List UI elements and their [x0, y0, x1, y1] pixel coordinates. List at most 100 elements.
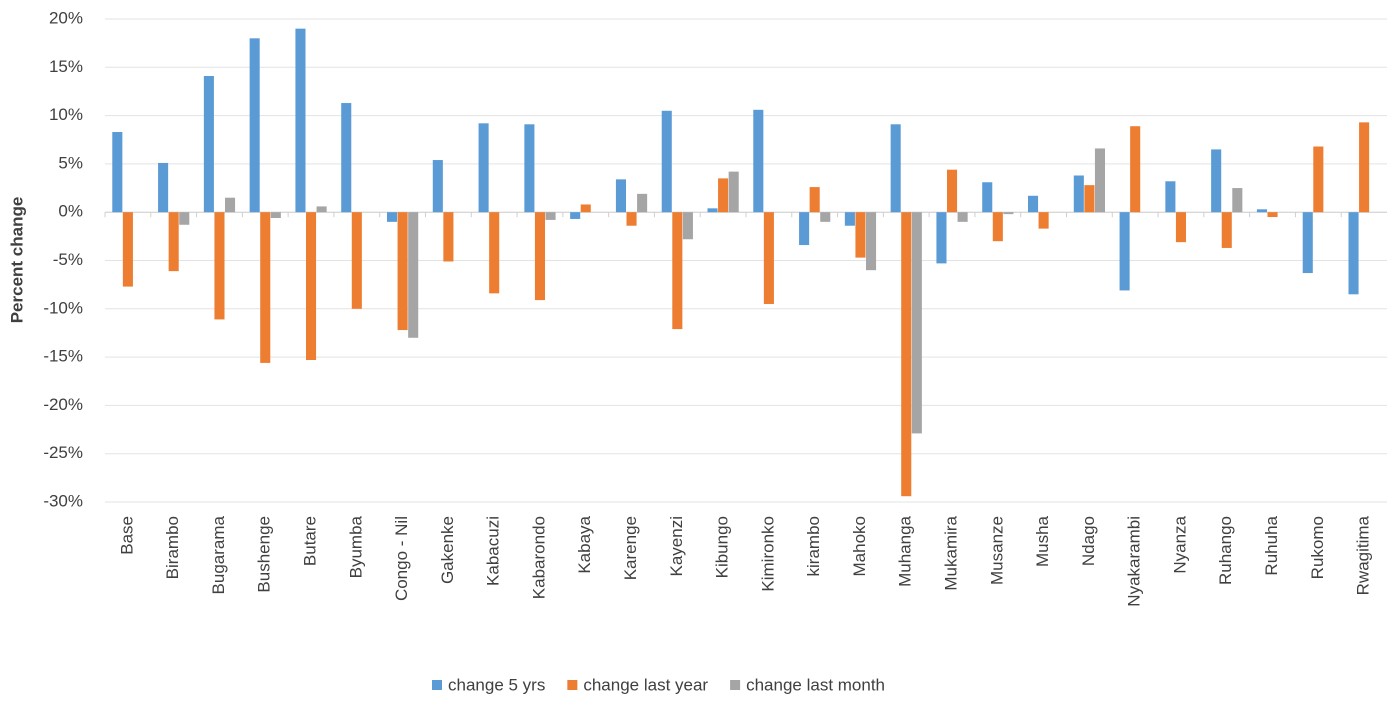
x-tick-label: Nyakarambi: [1125, 516, 1144, 607]
bar: [386, 212, 398, 222]
legend-label: change 5 yrs: [448, 675, 545, 694]
bar: [855, 212, 866, 258]
bar: [478, 123, 489, 213]
x-tick-label: Congo - Nil: [392, 516, 411, 601]
x-tick-label: Kimironko: [758, 516, 777, 592]
legend-swatch: [730, 680, 741, 690]
bar: [718, 178, 729, 213]
x-tick-label: Kabarondo: [529, 516, 548, 599]
bar: [753, 109, 764, 213]
bar: [1267, 212, 1278, 218]
bar: [1027, 195, 1039, 213]
y-tick-label: -30%: [43, 491, 83, 510]
bar: [637, 193, 648, 213]
bar: [901, 212, 912, 497]
bar: [432, 160, 443, 213]
bar: [534, 212, 546, 301]
x-tick-label: Birambo: [163, 516, 182, 579]
y-tick-label: 20%: [49, 8, 83, 27]
y-tick-label: 5%: [58, 153, 83, 172]
x-tick-label: Nyanza: [1170, 515, 1189, 573]
bar: [672, 212, 683, 330]
bar: [112, 132, 123, 213]
y-tick-label: -10%: [43, 298, 83, 317]
bar: [1302, 212, 1313, 274]
y-tick-label: -5%: [53, 250, 83, 269]
x-tick-label: Muhanga: [896, 515, 915, 586]
bar: [626, 212, 637, 226]
x-tick-label: Ndago: [1079, 516, 1098, 566]
bar: [225, 197, 236, 213]
bar: [1359, 122, 1370, 213]
bar: [1165, 181, 1176, 213]
bar: [1119, 212, 1130, 291]
y-axis-label: Percent change: [7, 197, 26, 324]
y-tick-label: 0%: [58, 202, 83, 221]
x-tick-label: Kabaya: [575, 515, 594, 573]
bar: [661, 110, 672, 213]
bar: [1130, 126, 1141, 213]
x-tick-label: Musha: [1033, 515, 1052, 567]
x-tick-label: Gakenke: [438, 516, 457, 584]
x-tick-label: Butare: [301, 516, 320, 566]
bar: [203, 75, 214, 213]
legend-label: change last month: [746, 675, 885, 694]
bar: [489, 212, 500, 294]
bar: [763, 212, 774, 304]
y-tick-label: 10%: [49, 105, 83, 124]
bar: [168, 212, 179, 272]
bar: [820, 212, 831, 222]
bar: [305, 212, 317, 360]
legend-label: change last year: [583, 675, 708, 694]
x-tick-label: Byumba: [346, 515, 365, 578]
bar: [890, 124, 901, 213]
bar: [122, 212, 133, 287]
bar: [844, 212, 855, 226]
bar: [1256, 209, 1267, 213]
bar: [982, 182, 993, 213]
bar: [295, 28, 306, 213]
bar: [179, 212, 190, 225]
bar: [443, 212, 454, 262]
bar: [992, 212, 1003, 242]
bar: [1094, 148, 1106, 213]
x-tick-label: Kabacuzi: [484, 516, 503, 586]
bar: [707, 208, 718, 213]
x-tick-label: Bushenge: [255, 516, 274, 593]
x-tick-label: Rwagitima: [1354, 515, 1373, 595]
bar: [936, 212, 947, 264]
x-tick-label: Bugarama: [209, 515, 228, 594]
x-tick-label: Ruhuha: [1262, 515, 1281, 575]
bar: [1221, 212, 1232, 248]
bar: [270, 212, 281, 218]
bar: [1313, 146, 1324, 213]
bar: [316, 206, 327, 213]
bar: [214, 212, 225, 320]
x-tick-label: Mukamira: [942, 515, 961, 590]
bar: [1038, 212, 1049, 229]
bar: [249, 38, 260, 213]
bar: [1211, 149, 1222, 213]
x-tick-label: Base: [117, 516, 136, 555]
bar: [1084, 185, 1095, 213]
x-tick-label: Karenge: [621, 516, 640, 580]
bar: [615, 179, 626, 213]
bar: [351, 212, 362, 309]
legend-swatch: [567, 680, 578, 690]
x-tick-label: Rukomo: [1308, 516, 1327, 579]
bar: [524, 124, 535, 213]
x-tick-label: Kibungo: [713, 516, 732, 578]
legend-swatch: [432, 680, 442, 690]
bar: [728, 171, 739, 213]
bar: [911, 212, 922, 434]
y-tick-label: -15%: [43, 347, 83, 366]
y-tick-label: 15%: [49, 57, 83, 76]
bar: [1003, 212, 1014, 215]
bar: [545, 212, 556, 220]
bar: [866, 212, 877, 271]
x-tick-label: Kayenzi: [667, 516, 686, 576]
bar: [1073, 175, 1084, 213]
x-tick-label: kirambo: [804, 516, 823, 576]
bar: [799, 212, 810, 246]
